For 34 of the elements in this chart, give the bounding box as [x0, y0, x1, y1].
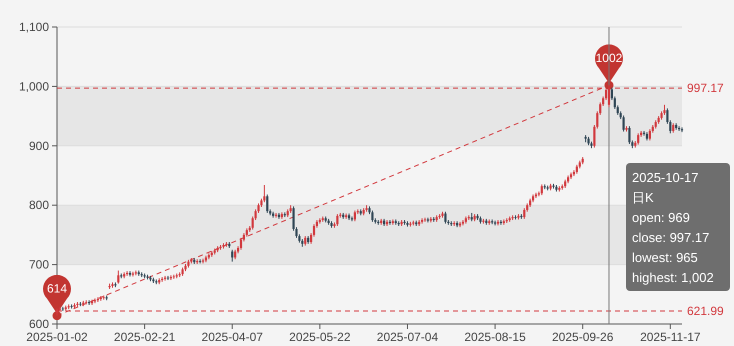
candlestick [637, 132, 640, 146]
candlestick [304, 236, 306, 246]
candlestick [234, 249, 236, 260]
y-tick-label: 1,100 [18, 20, 50, 34]
x-tick-label: 2025-09-26 [552, 330, 614, 344]
x-tick-label: 2025-08-15 [464, 330, 526, 344]
annotation: 2025-10-17 日K open: 969 close: 997.17 lowest: 965 highest: 1,002 [632, 170, 714, 285]
candlestick [444, 211, 447, 224]
candlestick [540, 184, 543, 196]
candlestick [672, 122, 674, 134]
x-tick-label: 2025-04-07 [202, 330, 264, 344]
y-tick-label: 600 [28, 317, 50, 331]
x-tick-label: 2025-07-04 [376, 330, 438, 344]
x-tick-label: 2025-05-22 [289, 330, 351, 344]
candlestick [266, 194, 268, 214]
candlestick [608, 84, 610, 108]
candlestick [240, 237, 242, 250]
candlestick [231, 249, 234, 262]
y-tick-label: 700 [28, 258, 50, 272]
x-tick-label: 2025-11-17 [640, 330, 701, 344]
annotation: 614 [46, 282, 68, 296]
x-tick-label: 2025-01-02 [26, 330, 88, 344]
candlestick [663, 104, 666, 116]
ref-line-label: 621.99 [687, 304, 724, 318]
annotation: 1002 [596, 51, 623, 66]
candlestick [117, 270, 120, 284]
y-tick-label: 900 [28, 138, 50, 153]
y-tick-label: 1,000 [18, 79, 50, 94]
x-tick-label: 2025-02-21 [114, 330, 176, 344]
candlestick [628, 126, 631, 145]
ref-line-label: 997.17 [687, 81, 724, 96]
candlestick [523, 208, 526, 220]
candlestick [622, 115, 625, 132]
y-tick-label: 800 [28, 198, 50, 212]
